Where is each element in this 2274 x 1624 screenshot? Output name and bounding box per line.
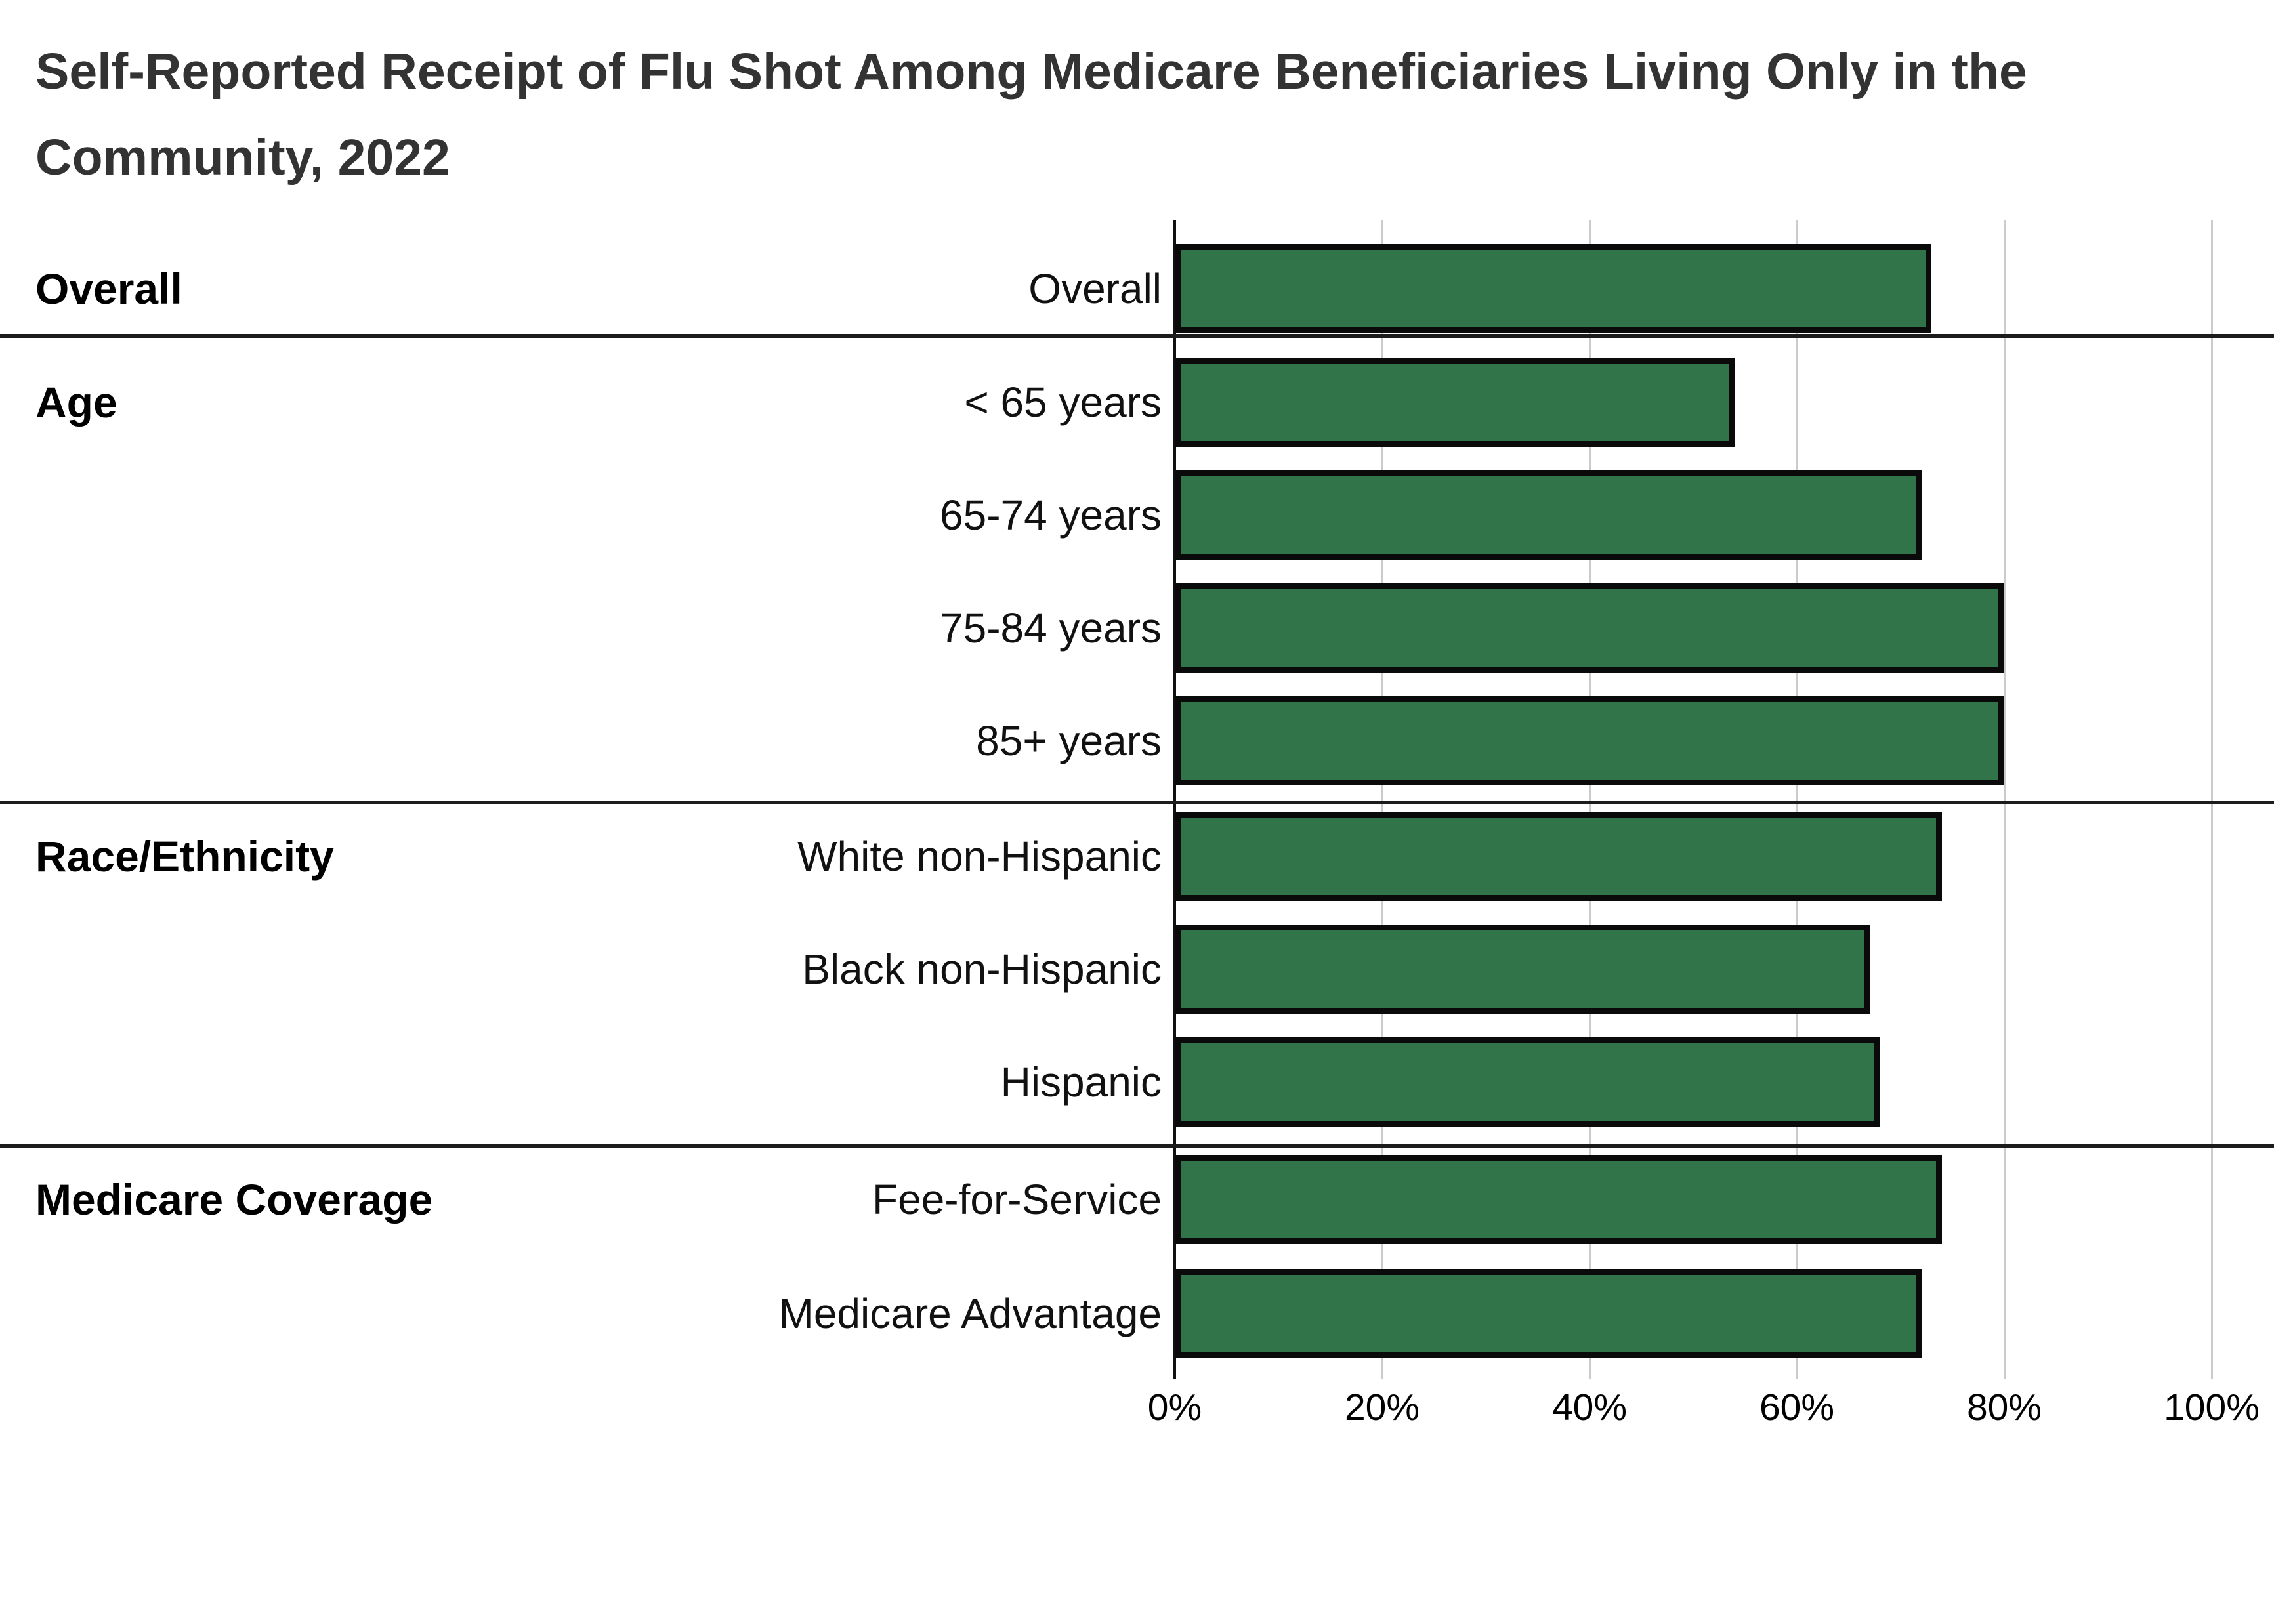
bar-65-74-years [1175,470,1922,560]
row-label-fee-for-service: Fee-for-Service [872,1176,1162,1223]
chart-title-line-1: Self-Reported Receipt of Flu Shot Among … [35,43,2027,100]
bar-75-84-years [1175,583,2004,673]
x-tick-label-100: 100% [2164,1386,2260,1428]
row-label-medicare-advantage: Medicare Advantage [778,1290,1162,1337]
chart-title-line-2: Community, 2022 [35,129,450,186]
section-divider-1 [0,334,2274,338]
row-label-overall: Overall [1028,265,1162,312]
row-label-65-years: < 65 years [964,379,1162,426]
gridline-20 [1381,220,1383,1379]
x-tick-label-0: 0% [1147,1386,1202,1428]
bar-black-non-hispanic [1175,925,1870,1014]
section-divider-3 [0,1144,2274,1148]
row-label-hispanic: Hispanic [1000,1058,1162,1106]
gridline-40 [1589,220,1591,1379]
group-label-age: Age [35,378,117,427]
x-tick-label-80: 80% [1966,1386,2042,1428]
row-label-75-84-years: 75-84 years [940,604,1162,652]
row-label-85-years: 85+ years [976,717,1162,764]
section-divider-2 [0,801,2274,804]
gridline-60 [1796,220,1798,1379]
bar-medicare-advantage [1175,1269,1922,1358]
x-tick-label-20: 20% [1344,1386,1420,1428]
bar-65-years [1175,358,1735,447]
row-label-white-non-hispanic: White non-Hispanic [797,833,1162,880]
group-label-race-ethnicity: Race/Ethnicity [35,832,334,881]
chart-title: Self-Reported Receipt of Flu Shot Among … [35,29,2227,201]
bar-fee-for-service [1175,1155,1942,1244]
row-label-black-non-hispanic: Black non-Hispanic [802,946,1162,993]
group-label-medicare-coverage: Medicare Coverage [35,1175,433,1224]
bar-white-non-hispanic [1175,812,1942,901]
group-label-overall: Overall [35,264,182,313]
y-axis-line [1173,220,1176,1379]
x-tick-label-60: 60% [1759,1386,1835,1428]
gridline-80 [2004,220,2006,1379]
gridline-100 [2211,220,2213,1379]
x-tick-label-40: 40% [1551,1386,1628,1428]
bar-85-years [1175,696,2004,785]
bar-overall [1175,244,1931,333]
bar-hispanic [1175,1037,1880,1127]
row-label-65-74-years: 65-74 years [940,491,1162,539]
